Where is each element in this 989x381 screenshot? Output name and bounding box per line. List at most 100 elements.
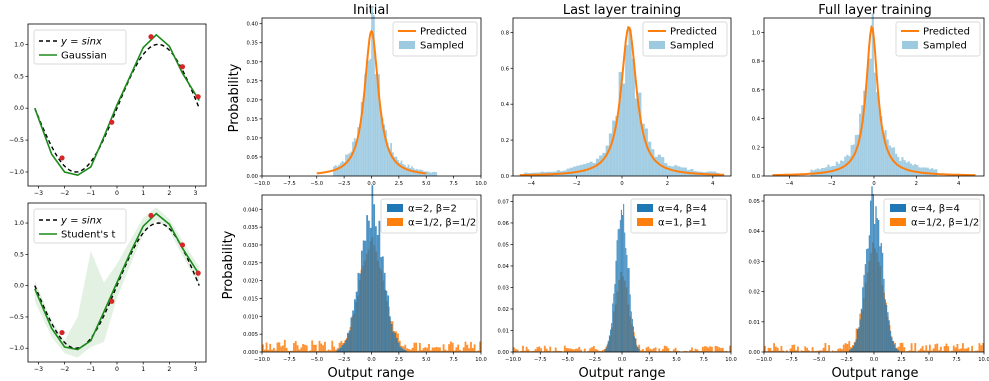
series-b-bar [643, 351, 646, 352]
y-tick-label: 0.6 [752, 88, 760, 94]
series-b-bar [462, 347, 465, 352]
series-b-bar [658, 348, 661, 352]
series-a-bar [367, 220, 370, 352]
x-tick-label: 10.0 [475, 357, 487, 363]
series-b-bar [554, 347, 557, 352]
sampled-bar [430, 172, 432, 177]
series-a-bar [616, 240, 618, 352]
series-b-bar [980, 345, 983, 352]
series-b-bar [820, 350, 823, 352]
series-b-bar [316, 351, 319, 352]
y-tick-label: 0.03 [748, 259, 760, 265]
legend-swatch [637, 204, 653, 212]
y-tick-label: 0.00 [246, 174, 258, 180]
series-a-bar [343, 343, 346, 352]
series-b-bar [811, 347, 814, 352]
series-b-bar [932, 348, 935, 352]
series-a-bar [355, 291, 358, 352]
series-a-bar [628, 267, 630, 352]
sampled-bar [869, 58, 872, 177]
series-b-bar [453, 350, 456, 352]
series-b-bar [448, 344, 450, 352]
series-b-bar [602, 349, 604, 352]
series-b-bar [908, 350, 911, 352]
series-a-bar [884, 299, 886, 352]
x-tick-label: −4 [786, 181, 794, 187]
series-b-bar [791, 344, 794, 352]
series-b-bar [835, 351, 838, 352]
series-b-bar [265, 342, 268, 352]
series-b-bar [720, 348, 722, 352]
x-tick-label: −4 [527, 181, 535, 187]
series-b-bar [538, 346, 541, 352]
series-b-bar [320, 343, 323, 352]
series-b-bar [775, 346, 777, 352]
legend-swatch [399, 41, 415, 49]
x-tick-label: 5.0 [422, 357, 430, 363]
x-tick-label: 2.5 [395, 357, 403, 363]
sampled-bar [667, 165, 671, 177]
series-a-bar [380, 257, 383, 352]
y-tick-label: 0.35 [246, 41, 258, 47]
x-tick-label: −5.0 [310, 357, 323, 363]
x-tick-label: 1 [141, 366, 145, 373]
series-b-bar [455, 347, 458, 352]
series-b-bar [466, 344, 469, 352]
series-b-bar [318, 340, 321, 352]
sampled-bar [379, 112, 382, 177]
series-a-bar [877, 219, 880, 352]
series-b-bar [532, 350, 535, 352]
y-tick-label: 0.030 [243, 243, 258, 249]
series-b-bar [918, 350, 920, 352]
legend-swatch [890, 204, 906, 212]
series-b-bar [912, 350, 915, 352]
series-a-bar [636, 344, 638, 352]
x-axis-label-full: Output range [831, 366, 918, 381]
series-b-bar [721, 347, 724, 352]
series-a-bar [341, 345, 344, 352]
sampled-bar [409, 167, 412, 177]
legend-swatch [637, 218, 653, 226]
sampled-bar [374, 74, 377, 177]
series-b-bar [971, 345, 973, 352]
series-b-bar [841, 349, 843, 352]
x-tick-label: 2 [915, 181, 918, 187]
series-b-bar [415, 342, 418, 352]
y-tick-label: 1.0 [14, 220, 24, 227]
series-b-bar [685, 351, 688, 352]
series-a-bar [631, 318, 633, 352]
series-b-bar [773, 343, 775, 352]
legend-swatch [387, 218, 403, 226]
series-b-bar [837, 348, 840, 352]
series-b-bar [294, 340, 297, 352]
series-a-bar [850, 348, 852, 352]
series-b-bar [651, 349, 653, 352]
series-a-bar [852, 345, 855, 352]
y-tick-label: 0.2 [752, 145, 760, 151]
observation-point [148, 212, 154, 219]
y-tick-label: 0.01 [748, 320, 760, 326]
series-b-bar [899, 343, 902, 352]
legend-box [883, 198, 981, 234]
series-b-bar [641, 349, 644, 352]
panel-full-bottom: −10.0 −7.5 −5.0 −2.5 0.0 2.5 5.0 7.5 10.0 0.00 0.0… [748, 186, 989, 363]
series-b-bar [558, 350, 561, 352]
sampled-bar [644, 128, 648, 177]
series-b-bar [525, 346, 528, 352]
series-b-bar [963, 348, 966, 352]
series-b-bar [271, 349, 273, 352]
series-a-bar [876, 218, 878, 352]
series-a-bar [624, 232, 626, 352]
observation-point [59, 329, 65, 336]
series-b-bar [409, 349, 412, 352]
series-b-bar [716, 346, 719, 352]
series-b-bar [435, 346, 438, 352]
series-b-bar [778, 350, 781, 352]
series-b-bar [514, 348, 517, 352]
series-a-bar [607, 340, 609, 352]
series-a-bar [891, 337, 893, 352]
series-b-bar [776, 347, 779, 352]
series-a-bar [874, 223, 876, 352]
x-tick-label: 10.0 [475, 181, 487, 187]
series-b-bar [951, 350, 953, 352]
